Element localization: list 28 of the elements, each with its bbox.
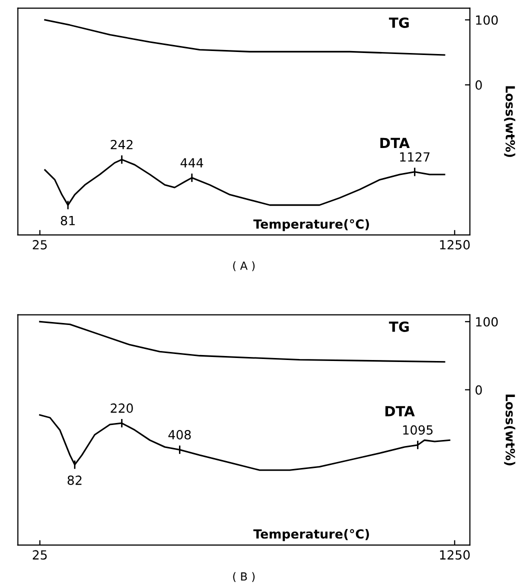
annotation: 444 xyxy=(180,158,204,168)
y-tick-label: 100 xyxy=(476,15,498,25)
annotation: 81 xyxy=(60,216,75,226)
x-tick-label: 1250 xyxy=(440,550,470,560)
text: TG xyxy=(388,321,409,332)
line-series xyxy=(44,19,446,56)
annotation: 82 xyxy=(68,476,82,486)
line-series xyxy=(39,320,446,363)
annotation: 220 xyxy=(110,403,133,413)
x-tick-label: 25 xyxy=(32,240,47,250)
x-axis-title: Temperature(°C) xyxy=(253,219,369,232)
annotation: 242 xyxy=(110,140,132,150)
text: ( A ) xyxy=(233,261,255,272)
series-label: DTA xyxy=(380,138,410,148)
series-label: TG xyxy=(388,17,409,28)
y-axis-title: Loss(wt%) xyxy=(504,394,516,466)
x-tick-label: 1250 xyxy=(440,240,470,250)
annotation: 1095 xyxy=(403,425,433,435)
x-axis-title: Temperature(°C) xyxy=(253,529,369,542)
annotation: 1127 xyxy=(400,152,430,162)
y-axis-title: Loss(wt%) xyxy=(504,86,516,157)
y-tick-label: 100 xyxy=(476,317,498,327)
x-tick-label: 25 xyxy=(32,550,47,560)
text: ( B ) xyxy=(233,572,255,582)
y-tick-label: 0 xyxy=(476,80,482,90)
annotation: 408 xyxy=(168,430,191,440)
series-label: DTA xyxy=(385,406,415,416)
y-tick-label: 0 xyxy=(476,385,482,395)
